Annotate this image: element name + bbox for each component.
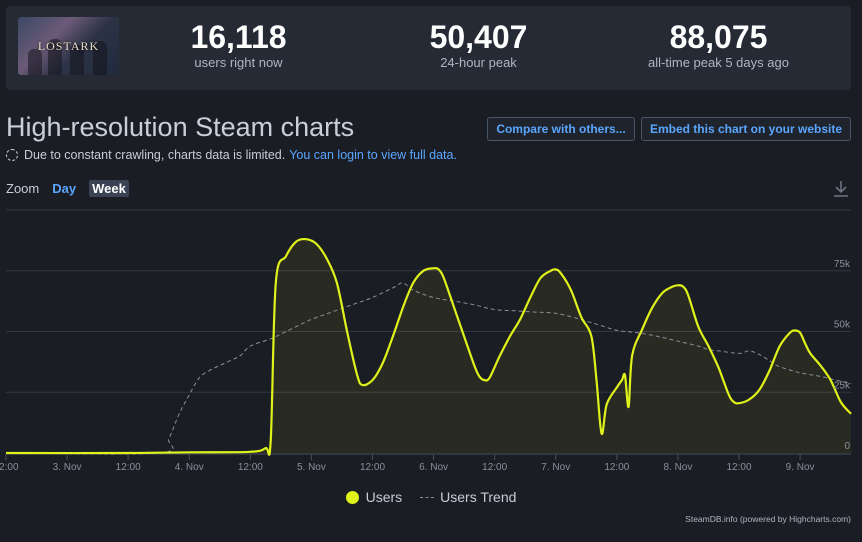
users-legend-dot <box>345 490 359 504</box>
x-tick-label: 8. Nov <box>663 462 692 473</box>
peak24-value: 50,407 <box>429 19 528 55</box>
notice-text: Due to constant crawling, charts data is… <box>24 148 286 162</box>
y-tick-label: 50k <box>834 320 851 331</box>
stat-current-users: 16,118 users right now <box>171 20 306 70</box>
zoom-label: Zoom <box>6 181 40 196</box>
legend-users-trend[interactable]: Users Trend <box>420 489 516 505</box>
current-users-label: users right now <box>194 55 283 70</box>
login-link[interactable]: You can login to view full data. <box>289 148 457 162</box>
zoom-week-button[interactable]: Week <box>89 180 129 197</box>
page-title: High-resolution Steam charts <box>6 112 355 142</box>
download-icon[interactable] <box>832 179 850 199</box>
users-area-fill <box>6 239 851 455</box>
x-tick-label: 12:00 <box>238 462 263 473</box>
alltime-peak-label: all-time peak 5 days ago <box>648 55 789 70</box>
x-tick-label: 3. Nov <box>53 462 82 473</box>
peak24-label: 24-hour peak <box>440 55 517 70</box>
x-tick-label: 5. Nov <box>297 462 326 473</box>
x-tick-label: 12:00 <box>482 462 507 473</box>
x-tick-label: 12:00 <box>726 462 751 473</box>
chart-credits[interactable]: SteamDB.info (powered by Highcharts.com) <box>685 514 851 524</box>
data-limit-notice: Due to constant crawling, charts data is… <box>6 148 457 162</box>
stats-bar: LOSTARK 16,118 users right now 50,407 24… <box>6 6 851 90</box>
current-users-value: 16,118 <box>190 19 287 55</box>
x-tick-label: 12:00 <box>0 462 19 473</box>
stat-alltime-peak: 88,075 all-time peak 5 days ago <box>636 20 801 70</box>
legend-users-label: Users <box>365 489 403 505</box>
y-tick-label: 75k <box>834 259 851 270</box>
x-tick-label: 12:00 <box>360 462 385 473</box>
stat-24h-peak: 50,407 24-hour peak <box>406 20 551 70</box>
x-tick-label: 12:00 <box>604 462 629 473</box>
logo-text: LOSTARK <box>37 39 100 53</box>
users-line <box>5 237 852 456</box>
zoom-controls: Zoom Day Week <box>6 180 129 197</box>
x-tick-label: 4. Nov <box>175 462 204 473</box>
zoom-day-button[interactable]: Day <box>52 181 77 196</box>
legend-trend-label: Users Trend <box>440 489 517 505</box>
embed-chart-button[interactable]: Embed this chart on your website <box>641 117 851 141</box>
chart-legend: Users Users Trend <box>0 489 862 505</box>
alltime-peak-value: 88,075 <box>669 19 768 55</box>
x-tick-label: 7. Nov <box>541 462 570 473</box>
users-trend-line <box>5 282 852 455</box>
legend-users[interactable]: Users <box>345 489 403 505</box>
compare-button[interactable]: Compare with others... <box>487 117 635 141</box>
x-tick-label: 6. Nov <box>419 462 448 473</box>
trend-legend-dash <box>420 496 435 498</box>
y-tick-label: 25k <box>834 380 851 391</box>
game-logo[interactable]: LOSTARK <box>18 17 119 75</box>
x-tick-label: 12:00 <box>116 462 141 473</box>
y-tick-label: 0 <box>844 441 850 452</box>
player-count-chart: 0 25k 50k 75k 12:00 3. Nov 12:00 4. Nov 12:00 5. … <box>0 209 852 473</box>
dashed-circle-icon <box>6 149 18 161</box>
x-tick-label: 9. Nov <box>786 462 815 473</box>
